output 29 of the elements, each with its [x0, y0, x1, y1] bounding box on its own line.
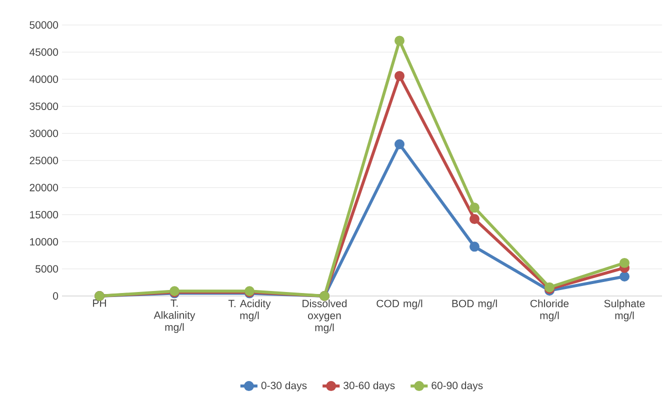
x-tick-label: BOD mg/l [452, 300, 497, 310]
point [394, 139, 405, 150]
y-tick-label: 0 [53, 292, 58, 300]
y-tick-label: 25000 [30, 156, 58, 164]
y-tick-label: 20000 [30, 184, 58, 192]
x-tick-label: T. Acidity mg/l [228, 300, 271, 322]
y-tick-label: 45000 [30, 48, 58, 56]
x-tick-label: Sulphate mg/l [604, 300, 645, 322]
x-tick-label: Chloride mg/l [530, 300, 569, 322]
y-tick-label: 10000 [30, 238, 58, 246]
y-tick-label: 15000 [30, 210, 58, 218]
point [470, 202, 480, 213]
y-tick-label: 5000 [36, 265, 58, 273]
legend-label: 30-60 days [344, 382, 395, 392]
x-tick-label: T. Alkalinity mg/l [154, 300, 196, 333]
x-tick-label: COD mg/l [376, 300, 422, 310]
point [620, 258, 630, 268]
y-tick-label: 35000 [30, 102, 58, 110]
legend-label: 60-90 days [432, 382, 483, 392]
point [470, 214, 480, 224]
y-tick-label: 30000 [30, 130, 58, 138]
point [620, 271, 630, 282]
y-tick-label: 50000 [30, 21, 58, 29]
x-tick-label: Dissolved oxygen mg/l [302, 300, 347, 334]
point [394, 70, 405, 81]
point [394, 36, 405, 46]
legend-label: 0-30 days [261, 382, 307, 392]
y-tick-label: 40000 [30, 75, 58, 83]
point [470, 242, 480, 252]
